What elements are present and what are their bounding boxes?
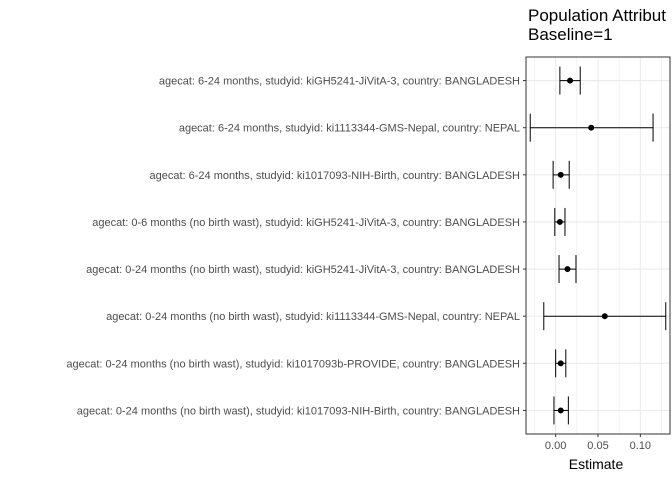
plot-marks	[529, 66, 667, 425]
estimate-point	[601, 313, 608, 320]
estimate-point	[557, 171, 564, 178]
x-tick-label: 0.00	[545, 440, 566, 452]
estimate-point	[556, 218, 563, 225]
y-tick-label: agecat: 0-24 months (no birth wast), stu…	[106, 311, 520, 323]
estimate-point	[567, 77, 574, 84]
y-tick-label: agecat: 6-24 months, studyid: ki1017093-…	[149, 170, 520, 182]
y-tick-label: agecat: 0-24 months (no birth wast), stu…	[86, 264, 520, 276]
x-tick-label: 0.10	[630, 440, 651, 452]
chart-title: Population Attribut	[528, 6, 666, 25]
estimate-point	[564, 266, 571, 273]
y-tick-label: agecat: 0-6 months (no birth wast), stud…	[92, 217, 520, 229]
estimate-point	[557, 407, 564, 414]
chart-subtitle: Baseline=1	[528, 25, 613, 44]
y-axis-labels: agecat: 6-24 months, studyid: kiGH5241-J…	[66, 76, 526, 417]
y-tick-label: agecat: 0-24 months (no birth wast), stu…	[77, 405, 520, 417]
y-tick-label: agecat: 6-24 months, studyid: ki1113344-…	[179, 123, 520, 135]
x-tick-label: 0.05	[587, 440, 608, 452]
y-tick-label: agecat: 0-24 months (no birth wast), stu…	[66, 358, 520, 370]
x-axis-title: Estimate	[569, 456, 624, 472]
y-tick-label: agecat: 6-24 months, studyid: kiGH5241-J…	[159, 76, 520, 88]
estimate-point	[588, 124, 595, 131]
estimate-point	[557, 360, 564, 367]
x-axis: 0.00 0.05 0.10	[545, 434, 651, 452]
